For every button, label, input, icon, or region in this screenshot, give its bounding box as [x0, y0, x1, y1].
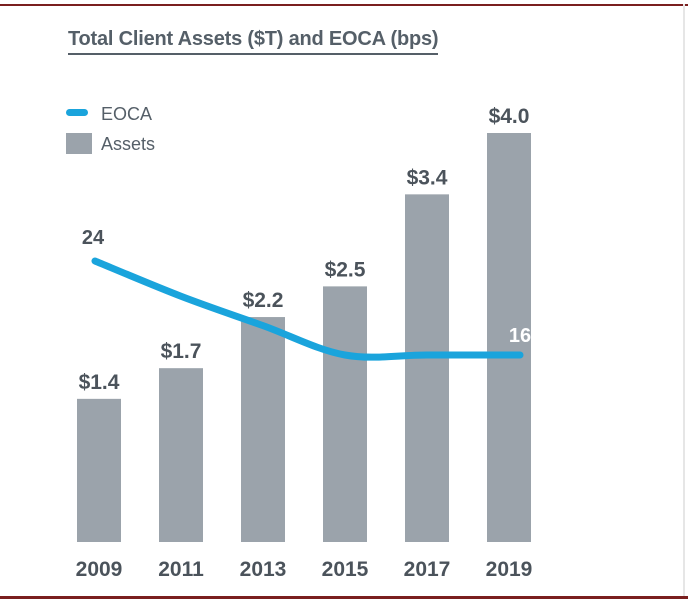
assets-bar-2019 — [487, 133, 531, 542]
bottom-border-rule — [0, 596, 688, 599]
eoca-line-layer: 24 16 — [82, 227, 531, 361]
assets-bar-2015 — [323, 286, 367, 542]
x-tick-2011: 2011 — [158, 558, 204, 581]
legend-assets-swatch — [66, 133, 92, 154]
x-tick-2009: 2009 — [76, 558, 123, 581]
assets-bar-2009 — [77, 398, 121, 542]
chart-title: Total Client Assets ($T) and EOCA (bps) — [68, 28, 439, 55]
assets-value-label-2011: $1.7 — [161, 340, 202, 363]
assets-bar-2013 — [241, 317, 285, 542]
right-edge-line — [683, 4, 685, 599]
legend-eoca-swatch — [66, 109, 88, 116]
assets-value-label-2017: $3.4 — [407, 166, 448, 189]
assets-value-label-2013: $2.2 — [243, 289, 284, 312]
assets-bar-2011 — [159, 368, 203, 542]
eoca-value-label-2019: 16 — [509, 325, 531, 347]
legend: EOCA Assets — [66, 104, 155, 154]
assets-value-label-2009: $1.4 — [79, 371, 120, 394]
eoca-value-label-2009: 24 — [82, 227, 105, 249]
x-tick-2017: 2017 — [404, 558, 451, 581]
eoca-line — [91, 257, 524, 361]
x-tick-2013: 2013 — [240, 558, 287, 581]
legend-eoca-label: EOCA — [101, 104, 152, 124]
assets-value-label-2019: $4.0 — [489, 105, 530, 128]
x-tick-2019: 2019 — [486, 558, 533, 581]
legend-assets-label: Assets — [101, 134, 155, 154]
assets-bars: $1.4 $1.7 $2.2 $2.5 $3.4 $4.0 — [77, 105, 531, 542]
assets-bar-2017 — [405, 194, 449, 542]
x-tick-2015: 2015 — [322, 558, 369, 581]
x-axis-ticks: 2009 2011 2013 2015 2017 2019 — [76, 558, 533, 581]
top-border-rule — [0, 4, 688, 6]
assets-value-label-2015: $2.5 — [325, 258, 366, 281]
